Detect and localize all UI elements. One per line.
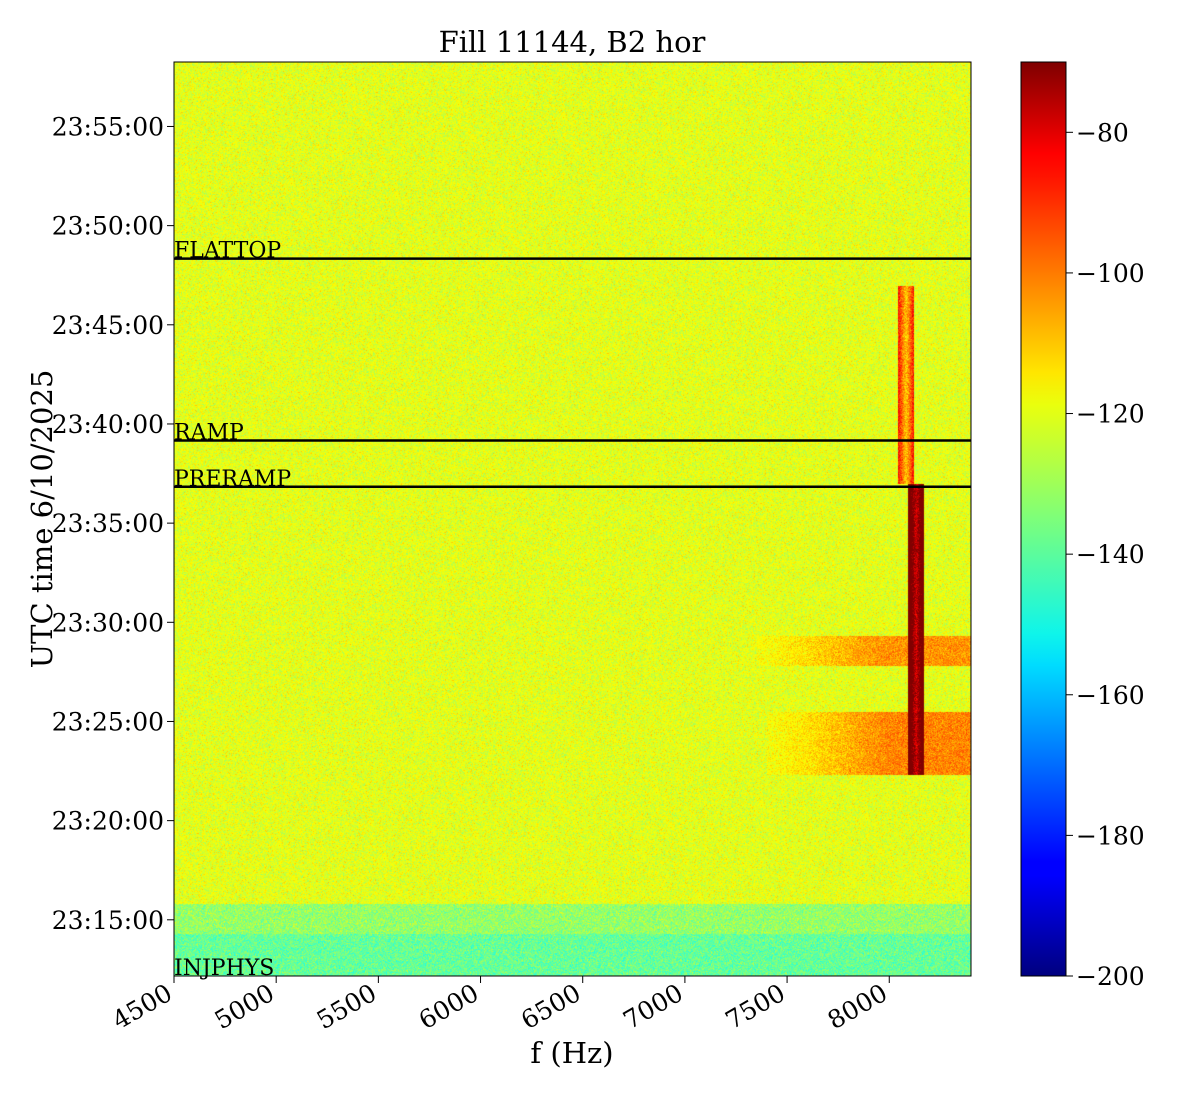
annotation-label: FLATTOP: [174, 239, 281, 264]
x-tick-label: 6500: [516, 978, 586, 1035]
heatmap-canvas: [174, 62, 971, 976]
colorbar-tick-label: −160: [1076, 681, 1145, 710]
colorbar-tick-label: −120: [1076, 400, 1145, 429]
annotation-label: INJPHYS: [174, 956, 274, 981]
x-tick-label: 7500: [720, 978, 790, 1035]
x-tick-label: 4500: [107, 978, 177, 1035]
chart-title: Fill 11144, B2 hor: [439, 25, 706, 59]
colorbar-tick-label: −100: [1076, 259, 1145, 288]
annotation-label: PRERAMP: [174, 467, 291, 492]
y-tick-label: 23:30:00: [52, 608, 164, 637]
colorbar-tick-label: −180: [1076, 821, 1145, 850]
y-tick-label: 23:50:00: [52, 212, 164, 241]
colorbar: [1020, 61, 1067, 977]
annotation-layer: FLATTOP RAMP PRERAMP INJPHYS: [174, 239, 971, 981]
x-tick-label: 5000: [210, 978, 280, 1035]
plot-frame: [173, 61, 972, 977]
x-tick-label: 5500: [312, 978, 382, 1035]
y-tick-label: 23:40:00: [52, 410, 164, 439]
y-tick-label: 23:45:00: [52, 311, 164, 340]
annotation-label: RAMP: [174, 420, 244, 445]
y-axis-label: UTC time 6/10/2025: [25, 370, 59, 669]
x-tick-label: 7000: [618, 978, 688, 1035]
colorbar-tick-label: −200: [1076, 962, 1145, 991]
y-tick-label: 23:35:00: [52, 509, 164, 538]
y-tick-label: 23:15:00: [52, 906, 164, 935]
y-tick-label: 23:55:00: [52, 112, 164, 141]
heatmap-area: [174, 62, 971, 976]
x-axis: 4500 5000 5500 6000 6500 7000 7500 8000: [107, 976, 892, 1035]
colorbar-tick-label: −140: [1076, 540, 1145, 569]
colorbar-axis: −200 −180 −160 −140 −120 −100 −80: [1066, 118, 1145, 991]
x-tick-label: 8000: [823, 978, 893, 1035]
y-tick-label: 23:20:00: [52, 807, 164, 836]
y-axis: 23:15:00 23:20:00 23:25:00 23:30:00 23:35:00…: [52, 112, 174, 935]
x-tick-label: 6000: [414, 978, 484, 1035]
colorbar-tick-label: −80: [1076, 118, 1129, 147]
x-axis-label: f (Hz): [530, 1036, 613, 1070]
y-tick-label: 23:25:00: [52, 707, 164, 736]
